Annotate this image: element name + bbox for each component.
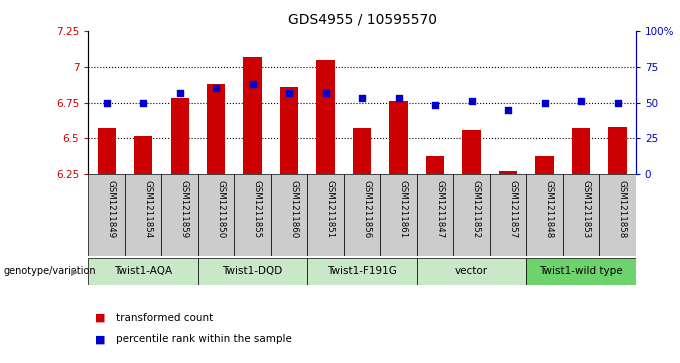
Text: GSM1211856: GSM1211856 (362, 180, 371, 238)
Text: ■: ■ (95, 334, 105, 344)
Point (320, 90, 331, 95)
Bar (243, 57, 262, 174)
Text: GSM1211857: GSM1211857 (508, 180, 517, 238)
Point (612, 99, 623, 105)
Bar (134, 135, 152, 174)
Text: GSM1211850: GSM1211850 (216, 180, 225, 238)
Bar (462, 130, 481, 174)
Bar (490, 174, 526, 256)
Bar (609, 127, 627, 174)
Text: transformed count: transformed count (116, 313, 213, 323)
Bar (307, 174, 344, 256)
Text: genotype/variation: genotype/variation (3, 266, 96, 276)
Bar (97, 129, 116, 174)
Bar (417, 174, 454, 256)
Bar (390, 101, 408, 174)
Bar (526, 258, 636, 285)
Bar (271, 174, 307, 256)
Bar (198, 174, 235, 256)
Bar (599, 174, 636, 256)
Bar (88, 174, 125, 256)
Text: ■: ■ (95, 313, 105, 323)
Point (575, 98, 586, 104)
Text: Twist1-wild type: Twist1-wild type (539, 266, 623, 276)
Text: GSM1211852: GSM1211852 (472, 180, 481, 238)
Bar (535, 156, 554, 174)
Text: GSM1211861: GSM1211861 (398, 180, 407, 238)
Point (211, 85, 222, 91)
Bar (563, 174, 599, 256)
Bar (207, 84, 225, 174)
Text: GSM1211848: GSM1211848 (545, 180, 554, 238)
Text: Twist1-F191G: Twist1-F191G (327, 266, 397, 276)
Point (248, 81, 258, 87)
Text: GSM1211849: GSM1211849 (107, 180, 116, 238)
Point (284, 90, 294, 95)
Text: GSM1211851: GSM1211851 (326, 180, 335, 238)
Bar (161, 174, 198, 256)
Title: GDS4955 / 10595570: GDS4955 / 10595570 (288, 13, 437, 27)
Text: ▶: ▶ (71, 266, 79, 276)
Bar (235, 174, 271, 256)
Text: GSM1211847: GSM1211847 (435, 180, 444, 238)
Text: GSM1211855: GSM1211855 (253, 180, 262, 238)
Bar (125, 174, 161, 256)
Bar (426, 156, 444, 174)
Bar (499, 171, 517, 174)
Bar (417, 258, 526, 285)
Bar (344, 174, 380, 256)
Bar (88, 258, 198, 285)
Point (137, 99, 149, 105)
Bar (454, 174, 490, 256)
Point (393, 95, 404, 101)
Text: GSM1211860: GSM1211860 (289, 180, 298, 238)
Bar (380, 174, 417, 256)
Text: GSM1211859: GSM1211859 (180, 180, 188, 238)
Point (539, 99, 550, 105)
Text: GSM1211853: GSM1211853 (581, 180, 590, 238)
Point (466, 98, 477, 104)
Bar (280, 87, 299, 174)
Point (101, 99, 112, 105)
Bar (198, 258, 307, 285)
Text: GSM1211854: GSM1211854 (143, 180, 152, 238)
Bar (171, 98, 189, 174)
Bar (526, 174, 563, 256)
Point (430, 102, 441, 108)
Text: vector: vector (455, 266, 488, 276)
Bar (353, 129, 371, 174)
Text: percentile rank within the sample: percentile rank within the sample (116, 334, 292, 344)
Text: GSM1211858: GSM1211858 (617, 180, 626, 238)
Bar (572, 129, 590, 174)
Point (503, 107, 513, 113)
Bar (316, 60, 335, 174)
Bar (307, 258, 417, 285)
Point (356, 95, 367, 101)
Text: Twist1-DQD: Twist1-DQD (222, 266, 283, 276)
Text: Twist1-AQA: Twist1-AQA (114, 266, 172, 276)
Point (174, 90, 185, 95)
